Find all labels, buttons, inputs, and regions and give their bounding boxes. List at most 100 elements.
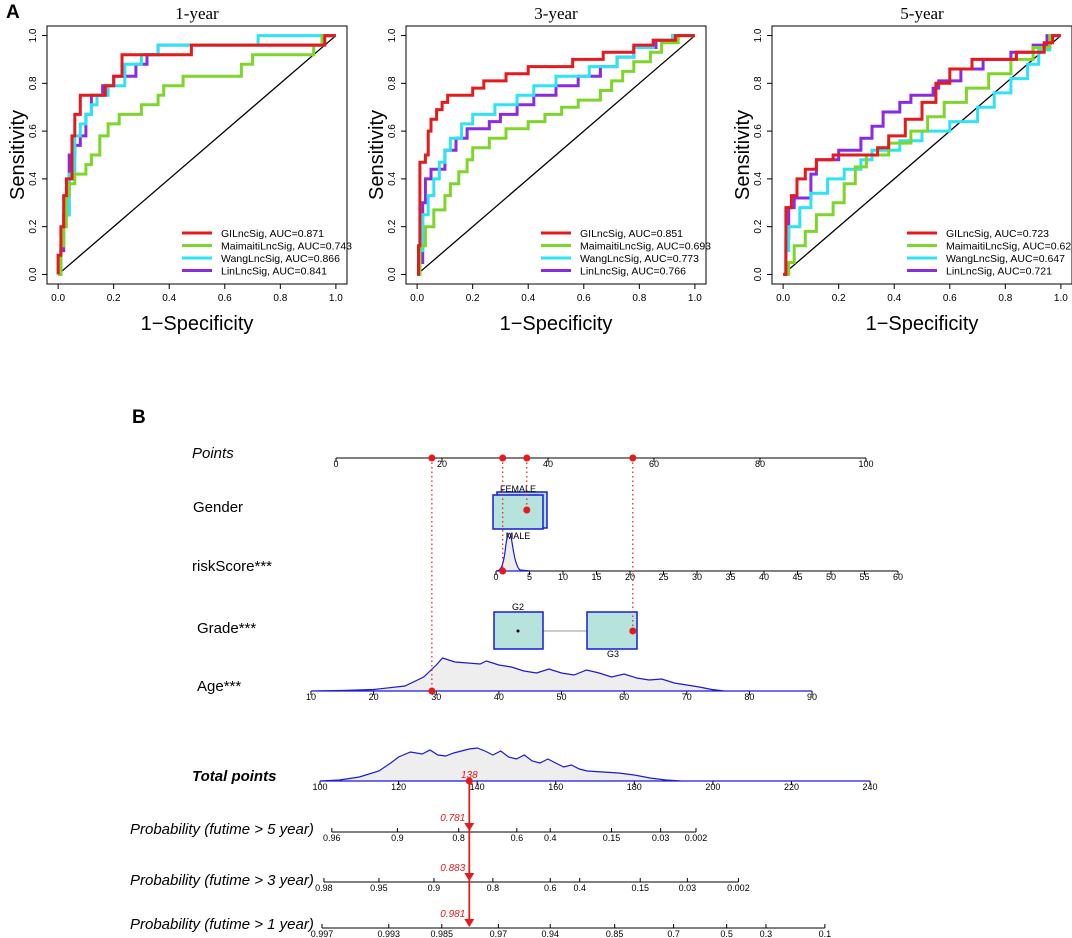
y-tick-label: 0.0 bbox=[28, 267, 39, 281]
legend-text-wanglncsig: WangLncSig, AUC=0.647 bbox=[946, 253, 1065, 265]
prob-p3-tick-label: 0.6 bbox=[544, 883, 557, 893]
prob-p3-tick-label: 0.8 bbox=[487, 883, 500, 893]
x-tick-label: 0.2 bbox=[466, 293, 480, 304]
age-density bbox=[310, 657, 812, 692]
legend-text-gilncsig: GILncSig, AUC=0.851 bbox=[580, 228, 683, 240]
y-tick-label: 0.8 bbox=[387, 76, 398, 90]
x-tick-label: 1.0 bbox=[329, 293, 343, 304]
prob-p1-tick-label: 0.985 bbox=[431, 929, 454, 938]
nomogram: Points Gender riskScore*** Grade*** Age*… bbox=[130, 445, 903, 938]
prob-p3-tick-label: 0.98 bbox=[315, 883, 333, 893]
points-tick-label: 0 bbox=[333, 459, 338, 469]
total-points-tick-label: 180 bbox=[627, 782, 642, 792]
x-tick-label: 0.2 bbox=[107, 293, 121, 304]
gender-label-male: MALE bbox=[506, 531, 531, 541]
legend-text-maimaitilncsig: MaimaitiLncSig, AUC=0.693 bbox=[580, 241, 711, 253]
prob-p5-tick-label: 0.96 bbox=[323, 833, 341, 843]
roc-curve-gilncsig bbox=[417, 34, 695, 276]
total-points-tick-label: 240 bbox=[863, 782, 878, 792]
points-marker-gender bbox=[523, 454, 531, 462]
plot-frame bbox=[771, 25, 1072, 285]
x-tick-label: 0.4 bbox=[521, 293, 535, 304]
points-marker-riskscore bbox=[499, 454, 507, 462]
grade-g2-center bbox=[516, 629, 520, 633]
legend-text-linlncsig: LinLncSig, AUC=0.721 bbox=[946, 266, 1052, 278]
prob-p3-tick-label: 0.4 bbox=[573, 883, 586, 893]
y-tick-label: 0.2 bbox=[387, 219, 398, 233]
x-tick-label: 0.0 bbox=[410, 293, 424, 304]
row-label-gender: Gender bbox=[193, 499, 243, 516]
y-tick-label: 1.0 bbox=[28, 28, 39, 42]
y-tick-label: 0.0 bbox=[387, 267, 398, 281]
riskscore-tick-label: 10 bbox=[558, 572, 568, 582]
gender-box-female bbox=[492, 494, 544, 530]
riskscore-tick-label: 35 bbox=[725, 572, 735, 582]
points-marker-grade bbox=[629, 454, 637, 462]
legend-text-linlncsig: LinLncSig, AUC=0.841 bbox=[221, 266, 327, 278]
x-tick-label: 0.8 bbox=[632, 293, 646, 304]
age-tick-label: 40 bbox=[494, 692, 504, 702]
gender-label-female: FEMALE bbox=[500, 484, 536, 494]
prob-p3-tick-label: 0.9 bbox=[428, 883, 441, 893]
prob-value-p5: 0.781 bbox=[440, 813, 465, 824]
riskscore-tick-label: 20 bbox=[625, 572, 635, 582]
x-tick-label: 1.0 bbox=[688, 293, 702, 304]
x-tick-label: 0.2 bbox=[832, 293, 846, 304]
row-label-riskscore: riskScore*** bbox=[192, 558, 272, 575]
roc-ylabel: Sensitivity bbox=[732, 110, 754, 200]
grade-box-g3 bbox=[586, 611, 638, 650]
prob-p5-tick-label: 0.6 bbox=[511, 833, 524, 843]
y-tick-label: 0.8 bbox=[28, 76, 39, 90]
riskscore-tick-label: 45 bbox=[792, 572, 802, 582]
row-label-grade: Grade*** bbox=[197, 620, 256, 637]
prob-arrowhead-p3 bbox=[464, 873, 475, 881]
legend-text-wanglncsig: WangLncSig, AUC=0.866 bbox=[221, 253, 340, 265]
roc-curve-maimaitilncsig bbox=[417, 34, 695, 276]
x-tick-label: 0.0 bbox=[51, 293, 65, 304]
y-tick-label: 0.6 bbox=[753, 124, 764, 138]
x-tick-label: 0.4 bbox=[887, 293, 901, 304]
roc-title: 5-year bbox=[900, 4, 944, 23]
roc-curve-gilncsig bbox=[783, 34, 1061, 276]
prob-p1-tick-label: 0.5 bbox=[720, 929, 733, 938]
total-points-density bbox=[319, 747, 871, 782]
riskscore-tick-label: 40 bbox=[759, 572, 769, 582]
roc-xlabel: 1−Specificity bbox=[866, 313, 979, 335]
reference-diagonal bbox=[782, 35, 1062, 275]
x-tick-label: 1.0 bbox=[1054, 293, 1068, 304]
riskscore-tick-label: 30 bbox=[692, 572, 702, 582]
panel-label-b: B bbox=[132, 407, 146, 428]
y-tick-label: 0.4 bbox=[28, 172, 39, 186]
age-tick-label: 70 bbox=[682, 692, 692, 702]
prob-value-p1: 0.981 bbox=[440, 909, 465, 920]
roc-panel-1-year: 1-year 1−Specificity Sensitivity GILncSi… bbox=[7, 4, 352, 335]
y-tick-label: 1.0 bbox=[387, 28, 398, 42]
row-label-points: Points bbox=[192, 445, 234, 462]
legend-text-gilncsig: GILncSig, AUC=0.871 bbox=[221, 228, 324, 240]
prob-p5-tick-label: 0.03 bbox=[652, 833, 670, 843]
plot-frame bbox=[405, 25, 707, 285]
x-tick-label: 0.6 bbox=[943, 293, 957, 304]
total-points-tick-label: 220 bbox=[784, 782, 799, 792]
y-tick-label: 1.0 bbox=[753, 28, 764, 42]
x-tick-label: 0.6 bbox=[577, 293, 591, 304]
age-tick-label: 10 bbox=[306, 692, 316, 702]
prob-p5-tick-label: 0.15 bbox=[603, 833, 621, 843]
plot-frame bbox=[46, 25, 348, 285]
legend-text-maimaitilncsig: MaimaitiLncSig, AUC=0.626 bbox=[946, 241, 1072, 253]
total-points-tick-label: 100 bbox=[312, 782, 327, 792]
roc-title: 3-year bbox=[534, 4, 578, 23]
total-points-tick-label: 120 bbox=[391, 782, 406, 792]
y-tick-label: 0.2 bbox=[28, 219, 39, 233]
prob-p5-tick-label: 0.8 bbox=[452, 833, 465, 843]
grade-box-g2 bbox=[493, 611, 544, 650]
age-tick-label: 90 bbox=[807, 692, 817, 702]
row-label-prob-5-year: Probability (futime > 5 year) bbox=[130, 821, 314, 838]
riskscore-density bbox=[495, 532, 531, 572]
reference-diagonal bbox=[416, 35, 696, 275]
riskscore-tick-label: 60 bbox=[893, 572, 903, 582]
roc-ylabel: Sensitivity bbox=[366, 110, 388, 200]
y-tick-label: 0.2 bbox=[753, 219, 764, 233]
prob-p3-tick-label: 0.002 bbox=[727, 883, 750, 893]
prob-p1-tick-label: 0.993 bbox=[377, 929, 400, 938]
